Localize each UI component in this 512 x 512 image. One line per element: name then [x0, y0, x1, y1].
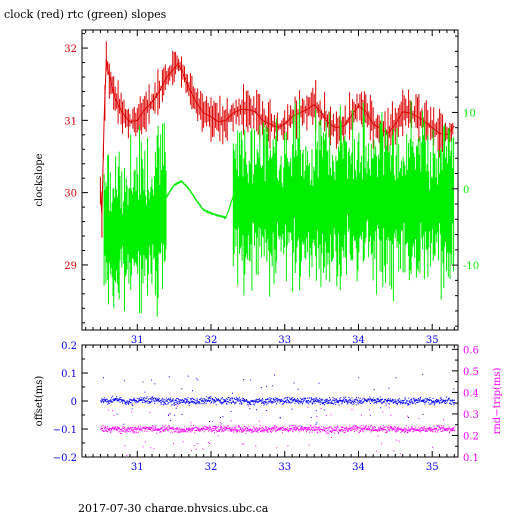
y2-tick-label: 0.3 [463, 410, 479, 421]
x-axis: 31 32 33 34 35 [85, 345, 455, 473]
y-tick-label: 0.2 [61, 341, 77, 352]
y2-tick-label: 0 [463, 185, 469, 196]
y2-axis: -10 0 10 [452, 35, 479, 327]
x-tick-label: 34 [352, 335, 365, 346]
series-points-magenta [100, 403, 456, 456]
y2-tick-label: 0.1 [463, 453, 479, 464]
y-tick-label: −0.2 [53, 453, 77, 464]
y-tick-label: 29 [64, 261, 77, 272]
y-axis: −0.2 −0.1 0 0.1 0.2 [53, 341, 88, 464]
series-points-blue [100, 373, 456, 428]
y2-axis: 0.1 0.2 0.3 0.4 0.5 0.6 [452, 345, 479, 464]
y-axis-label: clockslope [34, 153, 45, 206]
y-tick-label: 32 [64, 44, 77, 55]
x-axis: 31 32 33 34 35 [85, 30, 455, 346]
y-tick-label: 0.1 [61, 369, 77, 380]
x-tick-label: 35 [426, 462, 439, 473]
y2-tick-label: 0.6 [463, 345, 479, 356]
x-tick-label: 34 [352, 462, 365, 473]
x-tick-label: 31 [131, 335, 144, 346]
series-red [99, 41, 455, 238]
x-tick-label: 33 [278, 462, 291, 473]
series-noise-red [99, 41, 454, 238]
y-tick-label: 0 [71, 397, 77, 408]
x-tick-label: 33 [278, 335, 291, 346]
y-tick-label: 30 [64, 189, 77, 200]
bottom-chart: 31 32 33 34 35 −0.2 −0.1 0 0.1 0.2 0.1 0.2 0.3 0.4 0.5… [34, 341, 503, 473]
y-tick-label: 31 [64, 116, 77, 127]
x-tick-label: 31 [131, 462, 144, 473]
top-chart: 31 32 33 34 35 29 30 31 32 -10 0 10 clockslope [34, 29, 479, 346]
x-tick-label: 35 [426, 335, 439, 346]
series-magenta [100, 403, 456, 456]
y2-tick-label: 0.5 [463, 367, 479, 378]
x-tick-label: 32 [205, 462, 218, 473]
y2-axis-label: rnd−trip(ms) [492, 367, 503, 434]
y-axis-label: offset(ms) [34, 376, 45, 427]
series-blue [100, 373, 456, 428]
series-noise-green [103, 99, 455, 317]
y-axis: 29 30 31 32 [64, 33, 88, 324]
y2-tick-label: 10 [463, 108, 476, 119]
y2-tick-label: 0.2 [463, 431, 479, 442]
y2-tick-label: 0.4 [463, 388, 479, 399]
y2-tick-label: -10 [463, 261, 479, 272]
series-green [103, 99, 455, 317]
footer-text: 2017-07-30 charge.physics.ubc.ca [78, 502, 269, 512]
y-tick-label: −0.1 [53, 425, 77, 436]
x-tick-label: 32 [205, 335, 218, 346]
chart-title: clock (red) rtc (green) slopes [4, 8, 167, 21]
